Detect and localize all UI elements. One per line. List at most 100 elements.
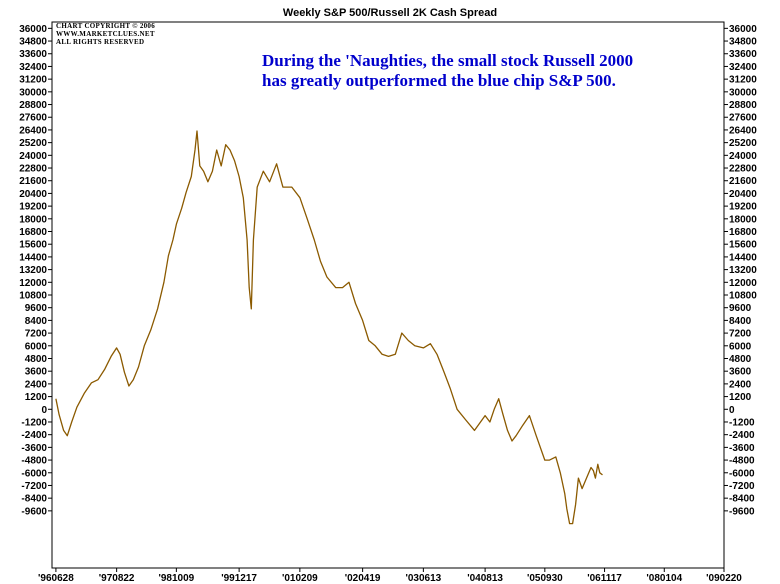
y-tick-label-right: 32400 [729,62,757,73]
y-tick-label-left: 31200 [19,75,47,86]
x-tick-label: '981009 [158,573,194,584]
copyright-line-1: CHART COPYRIGHT © 2006 [56,22,155,30]
y-tick-label-left: 20400 [19,189,47,200]
y-tick-label-left: 24000 [19,151,47,162]
y-tick-label-right: -3600 [729,443,755,454]
y-tick-label-left: -1200 [21,417,47,428]
y-tick-label-left: 19200 [19,202,47,213]
y-tick-label-left: -4800 [21,456,47,467]
y-tick-label-left: -3600 [21,443,47,454]
y-tick-label-right: 26400 [729,125,757,136]
y-tick-label-right: -6000 [729,468,755,479]
y-tick-label-left: 1200 [25,392,48,403]
y-tick-label-left: 7200 [25,329,48,340]
y-tick-label-right: 22800 [729,164,757,175]
y-tick-label-right: -7200 [729,481,755,492]
x-tick-label: '020419 [345,573,381,584]
y-tick-label-right: 3600 [729,367,752,378]
x-tick-label: '061117 [587,573,622,584]
y-tick-label-right: 4800 [729,354,752,365]
y-tick-label-left: 18000 [19,214,47,225]
plot-frame [51,21,725,569]
copyright-line-2: WWW.MARKETCLUES.NET [56,30,155,38]
y-tick-label-right: 19200 [729,202,757,213]
y-tick-label-right: 0 [729,405,735,416]
y-tick-label-left: 0 [41,405,47,416]
y-tick-label-right: 34800 [729,37,757,48]
y-tick-label-left: 34800 [19,37,47,48]
x-tick-label: '960628 [38,573,74,584]
y-tick-label-left: 9600 [25,303,48,314]
y-tick-label-left: -2400 [21,430,47,441]
y-tick-label-right: 2400 [729,379,752,390]
y-tick-label-left: -9600 [21,506,47,517]
y-tick-label-right: -2400 [729,430,755,441]
x-tick-label: '090220 [706,573,742,584]
x-tick-label: '010209 [282,573,318,584]
y-tick-label-left: 28800 [19,100,47,111]
y-tick-label-right: 16800 [729,227,757,238]
y-tick-label-left: 2400 [25,379,48,390]
y-tick-label-right: 13200 [729,265,757,276]
y-tick-label-right: 25200 [729,138,757,149]
y-tick-label-left: 15600 [19,240,47,251]
y-tick-label-right: 7200 [729,329,752,340]
y-tick-label-right: 27600 [729,113,757,124]
y-tick-label-left: 32400 [19,62,47,73]
y-tick-label-left: 12000 [19,278,47,289]
x-tick-label: '030613 [405,573,441,584]
y-tick-label-right: 8400 [729,316,752,327]
x-tick-label: '050930 [527,573,563,584]
y-tick-label-left: 22800 [19,164,47,175]
y-tick-label-left: -7200 [21,481,47,492]
y-tick-label-left: 6000 [25,341,48,352]
y-tick-label-right: 12000 [729,278,757,289]
y-tick-label-left: 26400 [19,125,47,136]
y-tick-label-right: 14400 [729,252,757,263]
y-tick-label-right: 20400 [729,189,757,200]
y-tick-label-right: -9600 [729,506,755,517]
y-tick-label-left: 27600 [19,113,47,124]
x-tick-label: '970822 [99,573,135,584]
y-tick-label-right: 24000 [729,151,757,162]
y-tick-label-left: 10800 [19,291,47,302]
y-tick-label-right: 31200 [729,75,757,86]
series-layer [55,130,603,525]
y-tick-label-left: 16800 [19,227,47,238]
y-tick-label-right: 6000 [729,341,752,352]
annotation-line-1: During the 'Naughties, the small stock R… [262,51,633,70]
y-tick-label-right: 9600 [729,303,752,314]
y-tick-label-right: -4800 [729,456,755,467]
y-tick-label-left: 21600 [19,176,47,187]
y-tick-label-right: -8400 [729,494,755,505]
y-tick-label-left: -8400 [21,494,47,505]
y-tick-label-left: 8400 [25,316,48,327]
y-tick-label-left: -6000 [21,468,47,479]
right-y-axis: 3600034800336003240031200300002880027600… [724,24,757,517]
chart-title: Weekly S&P 500/Russell 2K Cash Spread [283,7,497,19]
y-tick-label-left: 4800 [25,354,48,365]
y-tick-label-left: 14400 [19,252,47,263]
y-tick-label-right: 30000 [729,87,757,98]
y-tick-label-left: 30000 [19,87,47,98]
y-tick-label-right: 10800 [729,291,757,302]
copyright-line-3: ALL RIGHTS RESERVED [56,38,144,46]
y-tick-label-right: 28800 [729,100,757,111]
y-tick-label-left: 25200 [19,138,47,149]
y-tick-label-right: 36000 [729,24,757,35]
x-tick-label: '040813 [467,573,503,584]
y-tick-label-right: 15600 [729,240,757,251]
y-tick-label-left: 36000 [19,24,47,35]
y-tick-label-right: 21600 [729,176,757,187]
x-axis: '960628 '970822 '981009 '991217 '010209 '0204… [38,568,742,584]
y-tick-label-right: -1200 [729,417,755,428]
x-tick-label: '080104 [646,573,682,584]
y-tick-label-left: 13200 [19,265,47,276]
y-tick-label-right: 1200 [729,392,752,403]
y-tick-label-left: 33600 [19,49,47,60]
annotation-line-2: has greatly outperformed the blue chip S… [262,71,616,90]
y-tick-label-right: 33600 [729,49,757,60]
y-tick-label-right: 18000 [729,214,757,225]
